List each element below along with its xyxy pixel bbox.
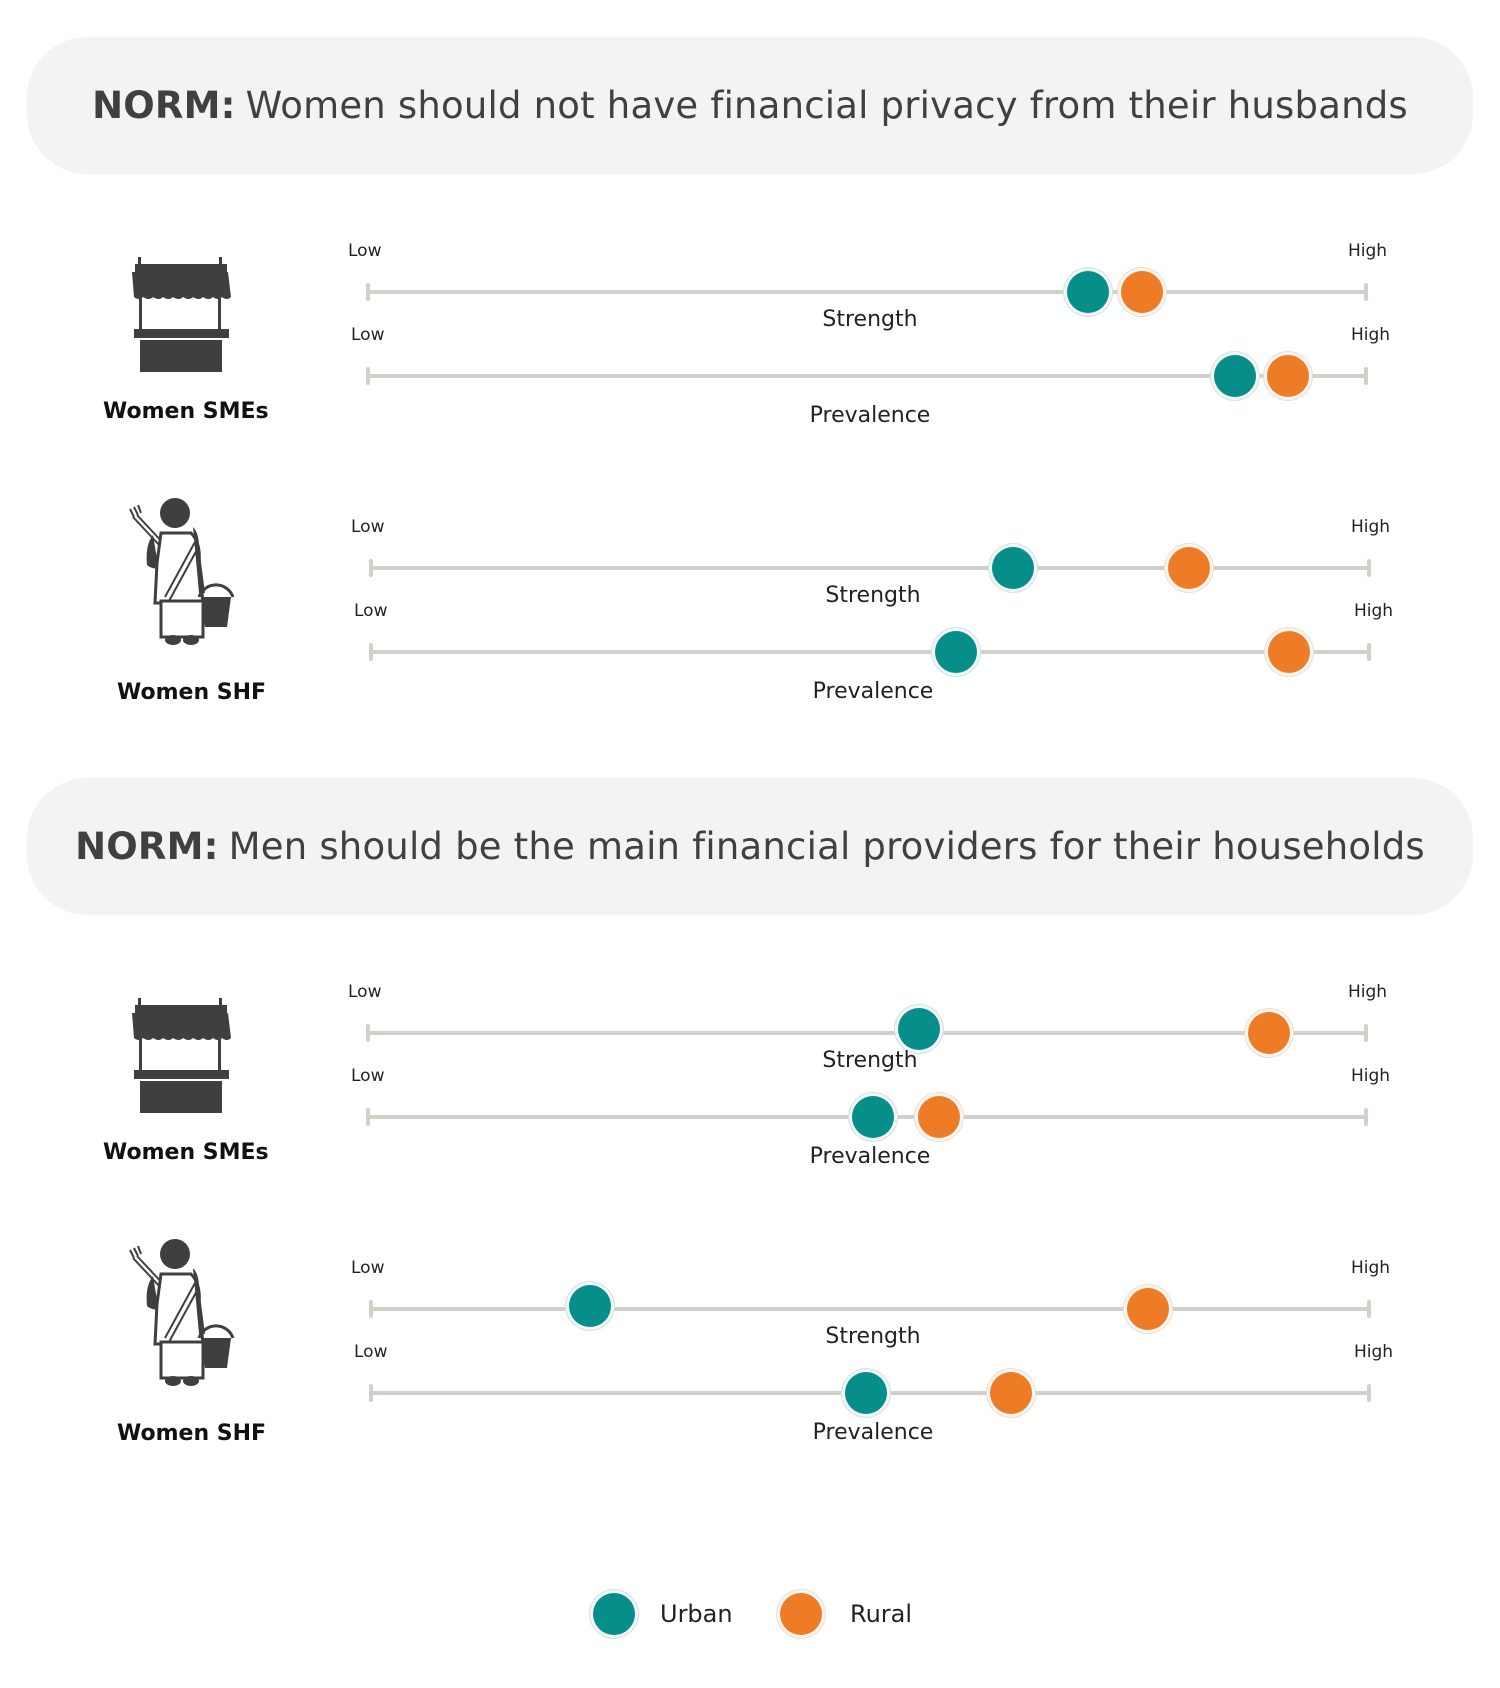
- low-label: Low: [354, 601, 388, 621]
- norm-text: Men should be the main financial provide…: [228, 825, 1425, 868]
- axis-title: Prevalence: [812, 1420, 934, 1445]
- high-label: High: [1354, 601, 1394, 621]
- axis-title: Strength: [822, 1048, 918, 1073]
- axis-title: Prevalence: [812, 679, 934, 704]
- low-label: Low: [348, 241, 382, 261]
- high-label: High: [1348, 982, 1388, 1002]
- track-end-tick: [1364, 1024, 1368, 1042]
- rural-marker: [1127, 1288, 1169, 1330]
- scale-strength: Low High Strength: [0, 517, 1500, 608]
- rural-marker: [918, 1096, 960, 1138]
- track-end-tick: [1364, 367, 1368, 385]
- norm-text: Women should not have financial privacy …: [245, 84, 1408, 127]
- urban-marker: [1214, 355, 1256, 397]
- urban-marker: [569, 1285, 611, 1327]
- low-label: Low: [351, 517, 385, 537]
- scale-track: [368, 374, 1366, 378]
- rural-marker: [990, 1372, 1032, 1414]
- low-label: Low: [348, 982, 382, 1002]
- urban-legend-swatch: [593, 1593, 635, 1635]
- track-end-tick: [1367, 559, 1371, 577]
- high-label: High: [1351, 517, 1391, 537]
- group-label: Women SMEs: [103, 1140, 269, 1165]
- axis-title: Prevalence: [809, 1144, 931, 1169]
- scale-track: [368, 1031, 1366, 1035]
- high-label: High: [1351, 325, 1391, 345]
- scale-prevalence: Low High Prevalence: [0, 1066, 1500, 1169]
- group-women-smes-norm2: Women SMEs Low High Strength Low High Pr…: [0, 976, 1500, 1226]
- group-women-shf-norm2: Women SHF Low High Strength Low High Pre…: [0, 1238, 1500, 1488]
- track-end-tick: [1367, 643, 1371, 661]
- rural-marker: [1168, 547, 1210, 589]
- axis-title: Strength: [822, 307, 918, 332]
- group-label: Women SHF: [117, 680, 267, 705]
- market-stall-icon: [120, 998, 240, 1118]
- high-label: High: [1351, 1258, 1391, 1278]
- scale-strength: Low High Strength: [0, 241, 1500, 332]
- rural-marker: [1121, 271, 1163, 313]
- urban-marker: [852, 1096, 894, 1138]
- rural-legend-swatch: [780, 1593, 822, 1635]
- high-label: High: [1354, 1342, 1394, 1362]
- farmer-woman-icon: [125, 1238, 235, 1402]
- urban-marker: [935, 631, 977, 673]
- urban-legend-label: Urban: [660, 1600, 733, 1628]
- high-label: High: [1351, 1066, 1391, 1086]
- low-label: Low: [351, 325, 385, 345]
- scale-strength: Low High Strength: [0, 982, 1500, 1073]
- scale-track: [371, 650, 1369, 654]
- scale-prevalence: Low High Prevalence: [0, 1342, 1500, 1445]
- scale-track: [371, 566, 1369, 570]
- scale-prevalence: Low High Prevalence: [0, 601, 1500, 704]
- group-women-shf-norm1: Women SHF Low High Strength Low High Pre…: [0, 497, 1500, 747]
- group-label: Women SHF: [117, 1421, 267, 1446]
- farmer-woman-icon: [125, 497, 235, 661]
- urban-marker: [845, 1372, 887, 1414]
- axis-title: Strength: [825, 1324, 921, 1349]
- legend: Urban Rural: [0, 1590, 1500, 1640]
- group-label: Women SMEs: [103, 399, 269, 424]
- track-end-tick: [1367, 1300, 1371, 1318]
- urban-marker: [992, 547, 1034, 589]
- scale-track: [368, 290, 1366, 294]
- track-end-tick: [1364, 1108, 1368, 1126]
- scale-track: [371, 1307, 1369, 1311]
- rural-legend-label: Rural: [850, 1600, 913, 1628]
- track-end-tick: [1367, 1384, 1371, 1402]
- scale-strength: Low High Strength: [0, 1258, 1500, 1349]
- group-women-smes-norm1: Women SMEs Low High Strength Low High Pr…: [0, 235, 1500, 485]
- rural-marker: [1248, 1012, 1290, 1054]
- market-stall-icon: [120, 257, 240, 377]
- norm-header-1: NORM: Women should not have financial pr…: [27, 37, 1473, 174]
- norm-prefix: NORM:: [75, 825, 219, 868]
- scale-prevalence: Low High Prevalence: [0, 325, 1500, 428]
- axis-title: Strength: [825, 583, 921, 608]
- axis-title: Prevalence: [809, 403, 931, 428]
- urban-marker: [898, 1008, 940, 1050]
- norm-prefix: NORM:: [92, 84, 236, 127]
- low-label: Low: [351, 1258, 385, 1278]
- rural-marker: [1267, 355, 1309, 397]
- rural-marker: [1268, 631, 1310, 673]
- urban-marker: [1067, 271, 1109, 313]
- norm-header-2: NORM: Men should be the main financial p…: [27, 778, 1473, 915]
- high-label: High: [1348, 241, 1388, 261]
- low-label: Low: [351, 1066, 385, 1086]
- low-label: Low: [354, 1342, 388, 1362]
- track-end-tick: [1364, 283, 1368, 301]
